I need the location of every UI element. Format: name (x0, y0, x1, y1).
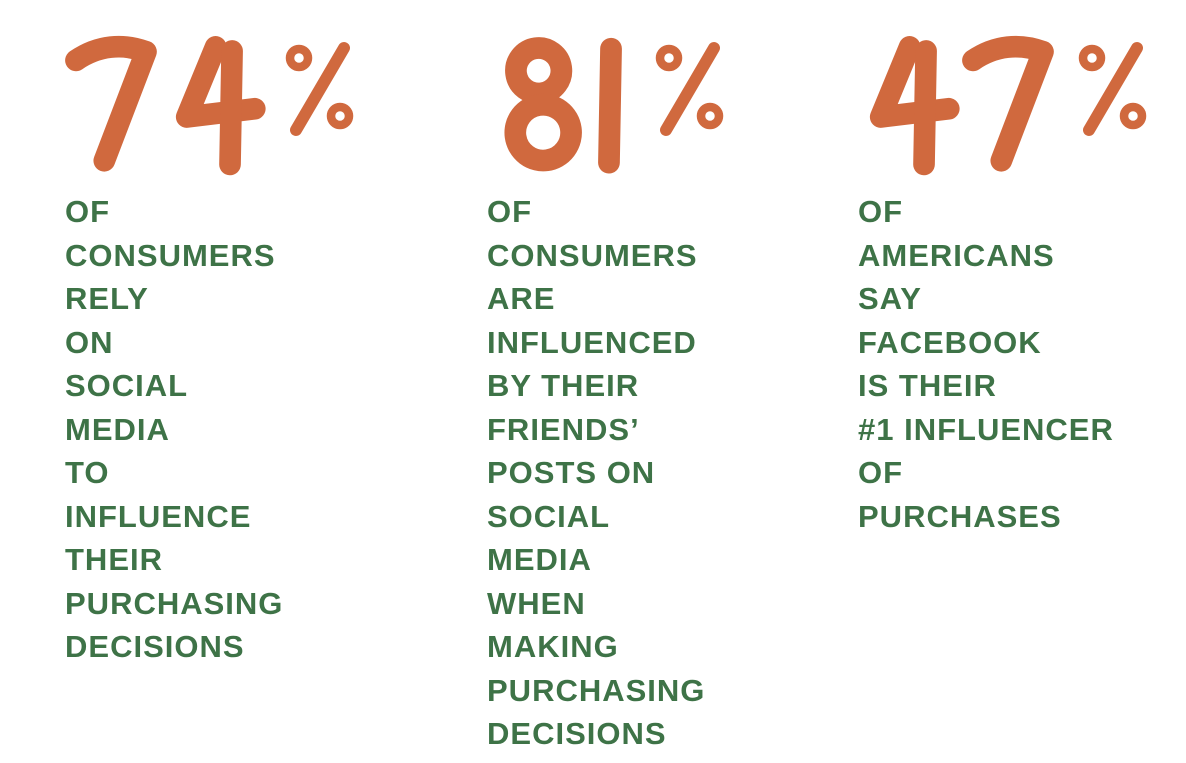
caption-line: BY THEIR (487, 368, 640, 403)
caption-line: RELY (65, 281, 149, 316)
stat-column: OF CONSUMERS ARE INFLUENCED BY THEIR FRIENDS’… (487, 28, 858, 756)
digit-glyph (962, 35, 1054, 172)
caption-line: DECISIONS (487, 716, 667, 751)
stat-caption: OF CONSUMERS ARE INFLUENCED BY THEIR FRIENDS’… (487, 190, 858, 756)
caption-line: MAKING (487, 629, 619, 664)
caption-line: TO (65, 455, 110, 490)
stat-caption: OF CONSUMERS RELY ON SOCIAL MEDIA TO INFLUENCE T… (65, 190, 487, 669)
caption-line: FACEBOOK (858, 324, 1042, 360)
caption-line: FRIENDS’ (487, 411, 640, 447)
caption-line: AMERICANS (858, 237, 1055, 273)
stat-percentage (858, 28, 1161, 176)
digit-glyph (175, 36, 266, 176)
caption-line: ARE (487, 281, 556, 316)
caption-line: OF (487, 194, 533, 229)
caption-line: THEIR (65, 542, 163, 577)
caption-line: WHEN (487, 585, 586, 621)
stat-column: OF CONSUMERS RELY ON SOCIAL MEDIA TO INFLUENCE T… (65, 28, 487, 756)
caption-line: INFLUENCED (487, 324, 697, 360)
digit-glyph (504, 37, 582, 172)
caption-line: DECISIONS (65, 629, 245, 664)
digit-glyph (869, 36, 960, 176)
caption-line: INFLUENCE (65, 498, 252, 534)
percent-icon (1078, 42, 1147, 136)
caption-line: POSTS ON (487, 455, 656, 490)
percent-icon (285, 42, 354, 136)
caption-line: OF (858, 194, 904, 229)
caption-line: MEDIA (487, 542, 592, 577)
caption-line: CONSUMERS (65, 237, 276, 273)
percent-icon (655, 42, 724, 136)
stat-column: OF AMERICANS SAY FACEBOOK IS THEIR #1 INFLUEN… (858, 28, 1161, 756)
digit-glyph (598, 37, 622, 174)
stat-caption: OF AMERICANS SAY FACEBOOK IS THEIR #1 INFLUEN… (858, 190, 1161, 538)
caption-line: SOCIAL (65, 368, 189, 403)
caption-line: PURCHASING (65, 585, 284, 621)
caption-line: #1 INFLUENCER (858, 411, 1114, 447)
caption-line: PURCHASING (487, 672, 706, 708)
caption-line: OF (858, 455, 904, 490)
caption-line: PURCHASES (858, 498, 1062, 534)
caption-line: IS THEIR (858, 368, 997, 403)
caption-line: CONSUMERS (487, 237, 698, 273)
stat-percentage (487, 28, 858, 174)
caption-line: SOCIAL (487, 498, 611, 534)
caption-line: ON (65, 324, 114, 360)
digit-glyph (65, 35, 157, 172)
caption-line: OF (65, 194, 111, 229)
stat-percentage (65, 28, 487, 176)
caption-line: MEDIA (65, 411, 170, 447)
caption-line: SAY (858, 281, 922, 316)
